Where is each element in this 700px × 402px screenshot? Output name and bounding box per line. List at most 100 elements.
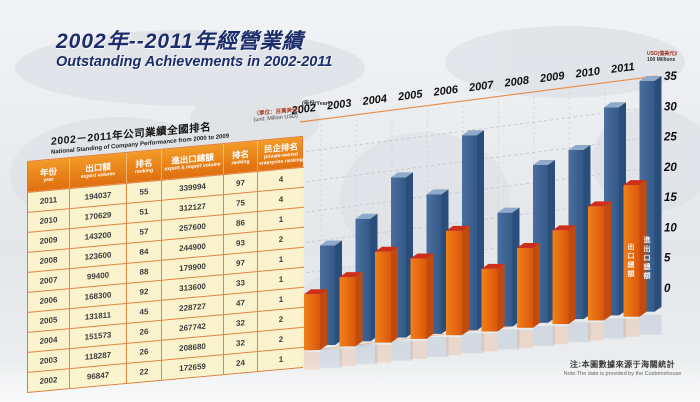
footnote-zh: 注:本圖數據來源于海關統計 [569,360,676,369]
bar-total-reflection [639,314,662,335]
y-axis-unit-label: USD(億美元)/ 100 Millions [647,51,699,63]
bar-export-2009 [552,225,576,345]
bar-export-side [462,225,469,336]
page-title-en: Outstanding Achievements in 2002-2011 [56,54,333,70]
x-axis-unit-label: (年份/Year) [302,101,330,107]
bar-export-top [623,180,647,186]
bar-total-top [568,144,591,150]
total-bar-label: 進出口總額 [643,236,650,281]
frame-top-line [299,75,658,123]
y-axis-unit-line2: 100 Millions [647,56,676,63]
bar-export-top [410,253,434,259]
table-cell: 96847 [70,362,127,389]
bar-total-top [462,130,484,136]
bar-total-reflection [568,322,591,343]
year-label-2005: 2005 [396,88,424,103]
bar-export-top [588,201,611,207]
bar-export-front [375,251,391,343]
table-cell: 24 [224,350,258,375]
bar-total-top [497,207,520,213]
bar-export-2011 [623,180,647,337]
performance-table: （單位：百萬美元） (unit: Million USD) 2002－2011年… [27,107,304,394]
footnote-en: Note:The date is provided by the Customs… [563,371,682,377]
bar-total-reflection [604,318,626,339]
year-label-2003: 2003 [325,97,352,112]
bar-total-top [426,189,449,195]
table-body: 2011 194037 55 339994 97 4 2010 170629 51 312127 7… [28,166,304,392]
bar-export-2007 [481,263,505,352]
bar-export-front [446,230,462,336]
year-label-2002: 2002 [290,102,317,117]
bar-export-front [481,268,498,332]
map-blob [190,88,320,152]
export-bar-label: 出口總額 [627,243,634,279]
bar-total-top [533,160,555,166]
year-label-2009: 2009 [538,70,566,85]
bar-total-top [320,240,342,246]
bar-export-front [304,294,320,350]
bar-export-reflection [481,333,498,352]
bar-export-top [339,272,363,278]
bar-export-reflection [517,329,533,348]
bar-export-side [497,263,505,332]
col-header-total-rank: 排名 ranking [224,140,258,175]
y-axis-unit-line1: USD(億美元)/ [647,51,678,57]
bar-export-front [623,185,640,317]
ytick-25: 25 [663,132,677,144]
bar-total-top [604,102,626,108]
ytick-15: 15 [664,192,677,204]
bar-total-reflection [391,340,413,361]
bar-total-reflection [533,325,555,346]
bar-export-side [391,246,398,343]
chart-bars [304,76,662,370]
bar-export-reflection [410,340,427,359]
bar-export-top [481,263,505,269]
bar-export-side [355,272,363,347]
bar-export-reflection [446,337,462,356]
bar-export-2008 [517,242,540,348]
col-header-export-rank: 排名 ranking [127,149,162,183]
year-label-2007: 2007 [467,79,495,94]
bar-export-front [517,247,533,328]
table-cell: 2002 [28,368,70,392]
bar-export-top [552,225,576,231]
ytick-5: 5 [664,253,671,265]
bar-export-2005 [410,253,434,359]
bar-export-side [604,201,611,321]
year-label-2004: 2004 [361,93,388,108]
year-label-2011: 2011 [609,61,635,76]
bar-export-top [446,225,469,231]
bar-export-side [320,289,327,350]
bar-total-side [654,76,662,312]
bar-export-reflection [588,322,604,341]
ytick-10: 10 [664,222,677,234]
bar-export-2004 [375,246,398,363]
bar-export-front [588,206,604,321]
year-label-2010: 2010 [574,65,602,80]
bar-export-side [533,242,540,328]
bar-export-top [517,242,540,248]
chart-axis-labels: 0 5 10 15 20 25 30 35 2002 2003 2004 2005 2006 2007 20… [290,61,678,295]
table-grid: 年份 year 出口額 export volume 排名 ranking 進出口… [27,135,304,394]
bar-export-side [639,180,647,317]
bar-total-top [355,213,378,219]
col-header-year: 年份 year [28,158,70,192]
bar-export-2006 [446,225,469,356]
bar-export-top [375,246,398,252]
bar-export-top [304,289,327,295]
bar-total-reflection [497,329,520,350]
bar-export-front [410,258,427,339]
year-label-2006: 2006 [432,84,460,99]
page-title-zh: 2002年--2011年經營業績 [56,30,304,53]
bar-total-top [639,76,662,82]
table-cell: 22 [127,359,162,383]
table-cell: 1 [258,346,304,371]
table-cell: 172659 [162,354,224,380]
bar-export-reflection [623,318,640,337]
bar-export-front [339,277,356,347]
bar-export-front [552,230,569,325]
ytick-30: 30 [664,101,677,113]
bar-total-top [391,172,413,178]
bar-export-2010 [588,201,611,341]
